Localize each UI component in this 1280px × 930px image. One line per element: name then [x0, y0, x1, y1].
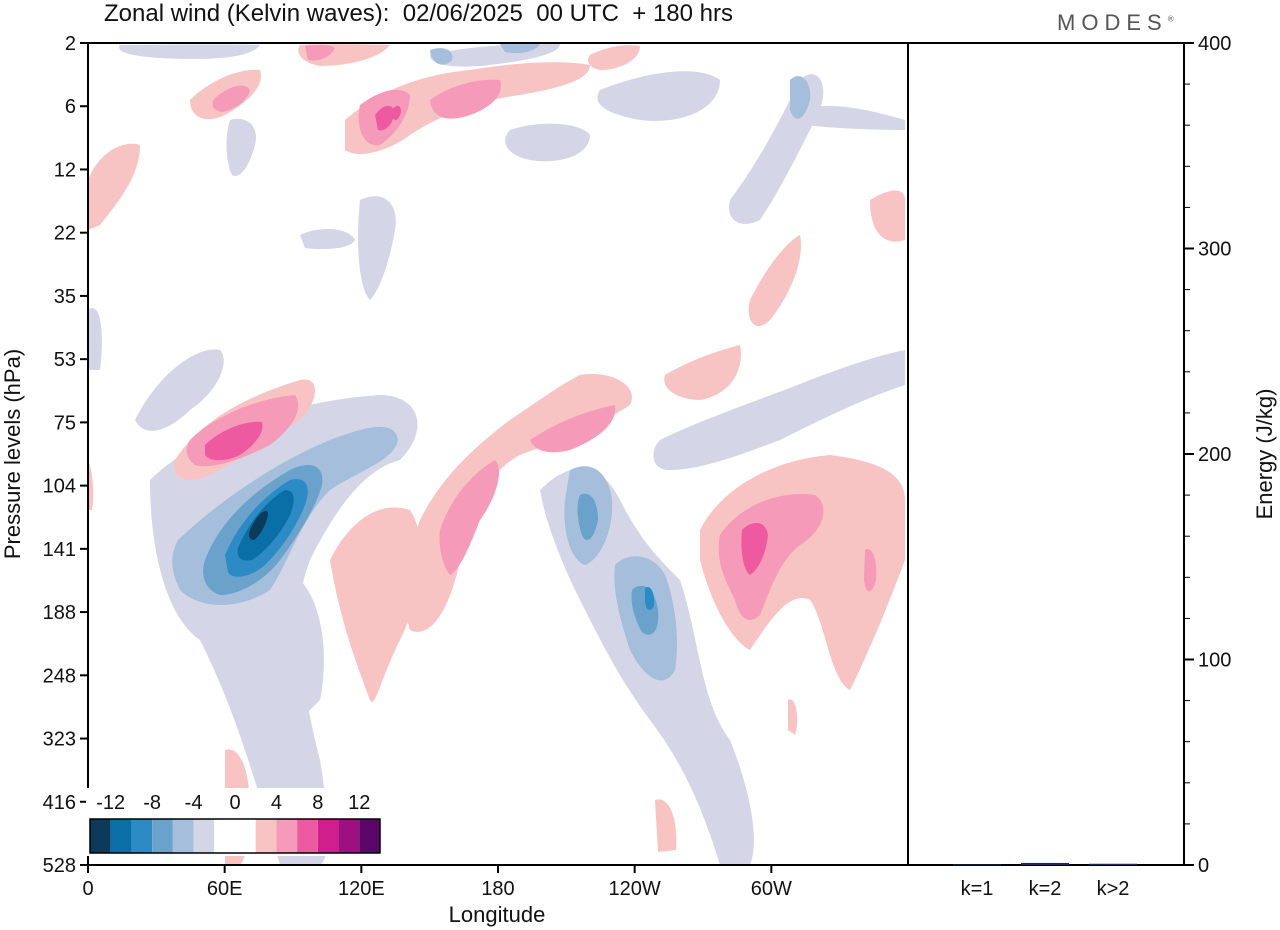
- colorbar-label: 4: [271, 792, 282, 814]
- y-tick-label: 528: [43, 855, 76, 877]
- energy-bars: k=1 k=2 k>2: [953, 862, 1137, 900]
- energy-category-label: k=2: [1029, 878, 1062, 900]
- colorbar: -12 -8 -4 0 4 8 12: [86, 788, 384, 856]
- x-tick-label: 120E: [338, 878, 385, 900]
- colorbar-swatch: [131, 819, 153, 853]
- energy-tick-label: 300: [1198, 239, 1231, 261]
- colorbar-swatch: [338, 819, 360, 853]
- colorbar-label: 0: [229, 792, 240, 814]
- colorbar-swatch: [214, 819, 235, 853]
- colorbar-swatch: [359, 819, 380, 853]
- energy-bar: [1089, 863, 1137, 865]
- y-axis-ticks: 2 6 12 22 35 53 75 104 141 188 248 323 416 528: [43, 33, 88, 877]
- colorbar-swatch: [110, 819, 132, 853]
- energy-tick-label: 0: [1198, 855, 1209, 877]
- x-tick-label: 0: [82, 878, 93, 900]
- y-tick-label: 12: [54, 159, 76, 181]
- energy-category-label: k>2: [1097, 878, 1130, 900]
- zonal-wind-contours: [88, 44, 905, 865]
- y-tick-label: 416: [43, 792, 76, 814]
- colorbar-label: -12: [96, 792, 125, 814]
- y-tick-label: 104: [43, 476, 76, 498]
- colorbar-label: 8: [312, 792, 323, 814]
- colorbar-label: 12: [348, 792, 370, 814]
- x-tick-label: 120W: [609, 878, 661, 900]
- colorbar-swatch: [172, 819, 194, 853]
- x-tick-label: 60W: [751, 878, 792, 900]
- colorbar-swatch: [317, 819, 339, 853]
- colorbar-frame: [89, 818, 381, 854]
- y-tick-label: 248: [43, 665, 76, 687]
- y-tick-label: 323: [43, 729, 76, 751]
- y-tick-label: 188: [43, 602, 76, 624]
- y-tick-label: 35: [54, 286, 76, 308]
- energy-tick-label: 200: [1198, 444, 1231, 466]
- colorbar-label: -4: [185, 792, 203, 814]
- chart-title: Zonal wind (Kelvin waves): 02/06/2025 00…: [104, 0, 733, 27]
- colorbar-swatch: [193, 819, 215, 853]
- colorbar-swatch: [276, 819, 298, 853]
- contours-negative-stronger2: [237, 490, 294, 561]
- y-axis-label: Pressure levels (hPa): [0, 349, 25, 559]
- colorbar-swatch: [297, 819, 318, 853]
- brand-logo: MODES®: [1057, 10, 1174, 35]
- colorbar-swatch: [255, 819, 277, 853]
- y-tick-label: 53: [54, 349, 76, 371]
- x-tick-label: 180: [481, 878, 514, 900]
- x-tick-label: 60E: [207, 878, 243, 900]
- energy-category-label: k=1: [961, 878, 994, 900]
- contours-negative-peak: [249, 510, 268, 540]
- energy-bar: [1021, 862, 1069, 865]
- y-tick-label: 6: [65, 96, 76, 118]
- contours-positive-strong: [205, 105, 768, 575]
- colorbar-swatch: [152, 819, 173, 853]
- energy-bar: [953, 864, 1001, 866]
- energy-tick-label: 400: [1198, 33, 1231, 55]
- x-axis-ticks: 0 60E 120E 180 120W 60W: [82, 865, 792, 900]
- y-tick-label: 75: [54, 412, 76, 434]
- x-axis-label: Longitude: [449, 902, 546, 927]
- y-tick-label: 141: [43, 539, 76, 561]
- energy-axis-label: Energy (J/kg): [1252, 389, 1277, 520]
- colorbar-swatch: [235, 819, 256, 853]
- colorbar-label: -8: [143, 792, 161, 814]
- energy-axis: 0 100 200 300 400: [1184, 33, 1231, 877]
- energy-tick-label: 100: [1198, 650, 1231, 672]
- colorbar-swatch: [90, 819, 111, 853]
- y-tick-label: 2: [65, 33, 76, 55]
- y-tick-label: 22: [54, 223, 76, 245]
